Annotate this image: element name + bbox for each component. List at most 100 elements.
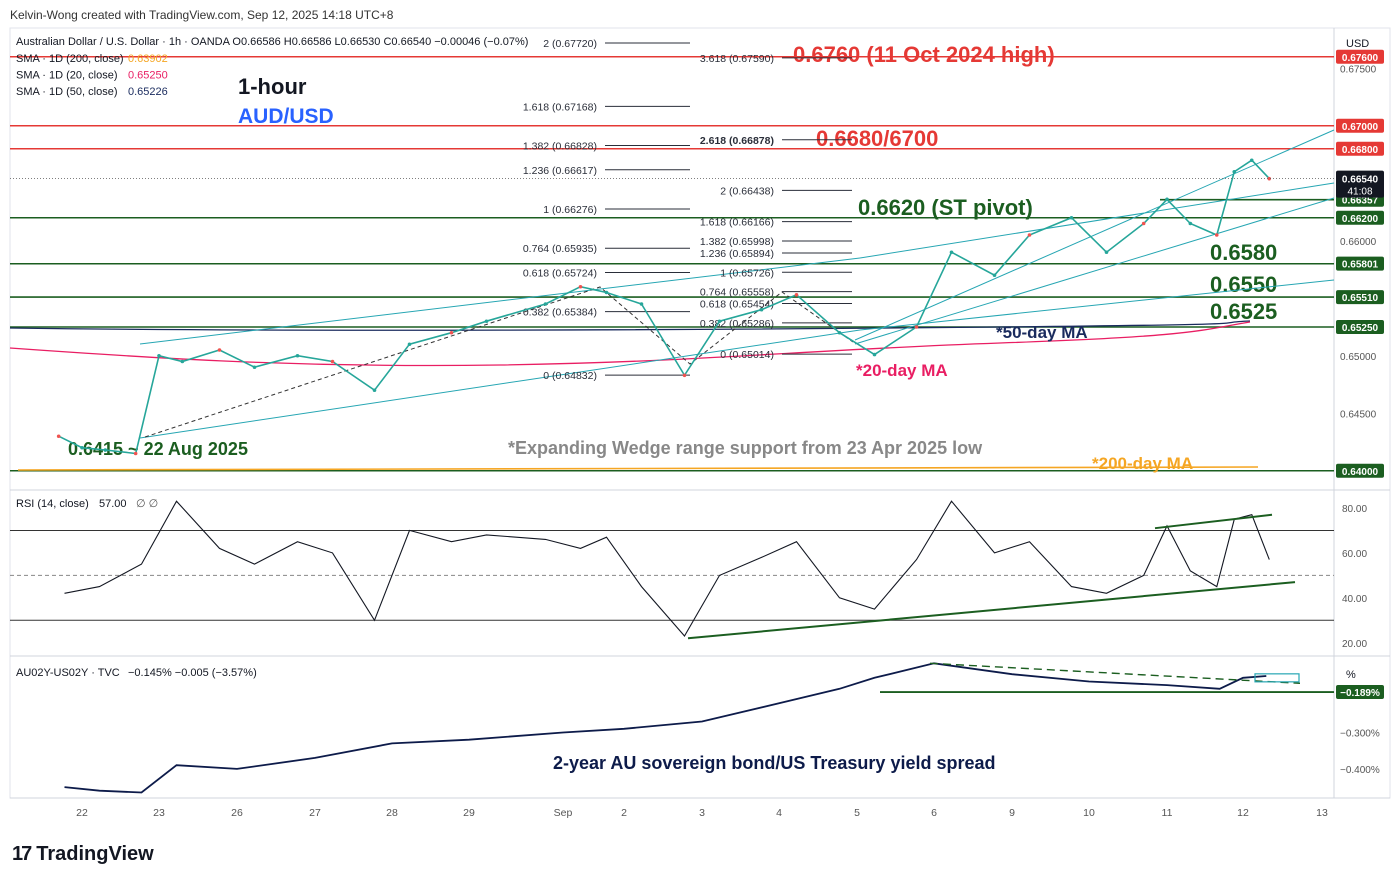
date-axis-tick: 13: [1316, 807, 1328, 819]
fib2-level-label: 0.618 (0.65454): [700, 299, 774, 311]
date-axis-tick: 26: [231, 807, 243, 819]
rsi-axis-tick: 80.00: [1342, 504, 1367, 515]
price-point: [543, 302, 548, 306]
fib2-level-label: 0.382 (0.65286): [700, 318, 774, 330]
tradingview-mark-icon: 17: [12, 843, 32, 865]
rsi-line: [64, 500, 1270, 637]
price-point: [133, 451, 138, 456]
fib1-level-label: 0 (0.64832): [543, 370, 597, 382]
price-point: [639, 302, 644, 306]
price-point: [872, 352, 877, 357]
countdown-label: 41:08: [1347, 187, 1372, 198]
price-point: [794, 293, 799, 297]
fib1-level-label: 0.382 (0.65384): [523, 307, 597, 319]
indicator-label: SMA · 1D (20, close): [16, 70, 117, 82]
wedge-upper-ext-line: [859, 182, 1335, 259]
spread-axis-tick: −0.400%: [1340, 765, 1380, 776]
level-label: 0.6415 ~ 22 Aug 2025: [68, 439, 248, 459]
level-label: 0.6620 (ST pivot): [858, 195, 1033, 220]
price-point: [604, 290, 609, 295]
indicator-label: SMA · 1D (50, close): [16, 86, 117, 98]
level-label: 0.6550: [1210, 272, 1277, 297]
price-point: [1069, 215, 1074, 220]
fib1-level-label: 2 (0.67720): [543, 38, 597, 50]
spread-value: −0.145% −0.005 (−3.57%): [128, 667, 257, 679]
spread-caption: 2-year AU sovereign bond/US Treasury yie…: [553, 753, 996, 773]
date-axis-tick: 10: [1083, 807, 1095, 819]
price-axis-tick: 0.64500: [1340, 409, 1377, 420]
price-tag-label: 0.66357: [1342, 196, 1379, 207]
rsi-axis-tick: 20.00: [1342, 639, 1367, 650]
date-axis-tick: 12: [1237, 807, 1249, 819]
price-point: [682, 373, 687, 378]
price-point: [449, 330, 454, 335]
price-tag-box: [1336, 320, 1384, 334]
rsi-upper-trendline: [1154, 513, 1273, 530]
price-point: [1267, 176, 1272, 181]
price-point: [217, 348, 222, 352]
price-point: [992, 273, 997, 278]
level-label: 0.6580: [1210, 240, 1277, 265]
currency-label: USD: [1346, 38, 1369, 50]
date-axis-tick: 28: [386, 807, 398, 819]
price-tag-label: 0.65250: [1342, 323, 1379, 334]
price-tag-box: [1336, 290, 1384, 305]
date-axis-tick: 3: [699, 807, 705, 819]
chart-annotation: *200-day MA: [1092, 454, 1193, 473]
channel-upper-line: [854, 129, 1335, 341]
rsi-header: RSI (14, close): [16, 498, 89, 510]
price-point: [372, 388, 377, 393]
rsi-extra: ∅ ∅: [136, 498, 158, 510]
wedge-lower-ext-line: [859, 279, 1335, 331]
channel-lower-line: [854, 197, 1335, 345]
price-point: [56, 434, 61, 439]
fib2-level-label: 0 (0.65014): [720, 349, 774, 361]
price-axis-tick: 0.65000: [1340, 352, 1377, 363]
rsi-value: 57.00: [99, 498, 127, 510]
spread-line: [64, 662, 1267, 794]
price-tag-label: 0.66800: [1342, 145, 1379, 156]
chart-subtitle: AUD/USD: [238, 105, 334, 128]
price-point: [1249, 158, 1254, 163]
chart-credit: Kelvin-Wong created with TradingView.com…: [10, 8, 394, 22]
date-axis-tick: 29: [463, 807, 475, 819]
indicator-value: 0.65250: [128, 70, 168, 82]
tradingview-wordmark: TradingView: [36, 843, 154, 865]
fib2-level-label: 2 (0.66438): [720, 185, 774, 197]
price-tag-box: [1336, 118, 1384, 133]
price-point: [914, 325, 919, 329]
date-axis-tick: 4: [776, 807, 782, 819]
percent-label: %: [1346, 669, 1356, 681]
price-point: [717, 319, 722, 324]
date-axis-tick: 9: [1009, 807, 1015, 819]
price-point: [578, 284, 583, 289]
price-point: [1141, 221, 1146, 226]
fib-swing-dashed: [144, 286, 854, 438]
price-tag-box: [1336, 463, 1384, 478]
chart-annotation: *50-day MA: [996, 323, 1088, 342]
last-price-tag-label: 0.66540: [1342, 175, 1379, 186]
level-label: 0.6680/6700: [816, 126, 938, 151]
fib2-level-label: 2.618 (0.66878): [700, 135, 774, 147]
price-point: [1165, 197, 1169, 202]
price-point: [837, 330, 842, 335]
price-point: [252, 365, 257, 370]
fib2-level-label: 1.382 (0.65998): [700, 236, 774, 248]
wedge-lower-line: [139, 329, 861, 439]
date-axis-tick: Sep: [554, 807, 573, 819]
spread-dashed-trendline: [929, 662, 1301, 685]
price-point: [949, 250, 954, 255]
price-point: [484, 319, 489, 324]
fib2-level-label: 3.618 (0.67590): [700, 53, 774, 65]
price-tag-box: [1336, 210, 1384, 225]
rsi-axis-tick: 60.00: [1342, 549, 1367, 560]
date-axis-tick: 11: [1162, 807, 1173, 819]
tradingview-logo[interactable]: 17 TradingView: [12, 843, 154, 866]
fib1-level-label: 1.382 (0.66828): [523, 141, 597, 153]
price-tag-box: [1336, 256, 1384, 271]
price-point: [295, 353, 300, 358]
fib2-level-label: 0.764 (0.65558): [700, 287, 774, 299]
price-point: [330, 359, 335, 364]
